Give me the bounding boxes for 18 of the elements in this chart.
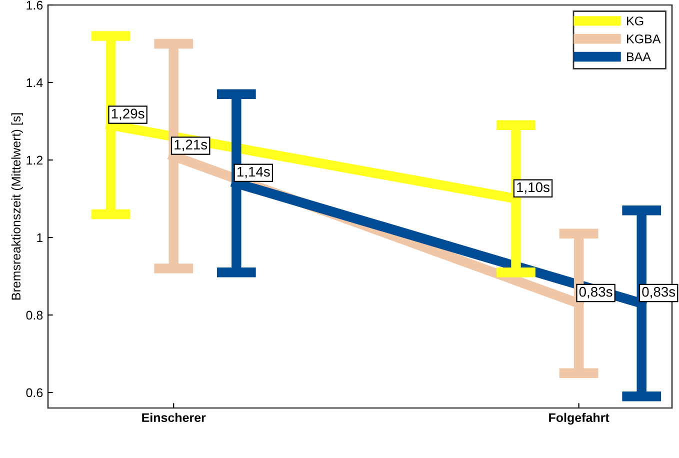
legend-label: KGBA bbox=[627, 34, 661, 44]
y-tick-label: 1.6 bbox=[26, 0, 43, 10]
data-label: 0,83s bbox=[579, 286, 612, 298]
y-axis-title: Bremsreaktionszeit (Mittelwert) [s] bbox=[11, 113, 23, 300]
x-tick-label: Folgefahrt bbox=[549, 412, 610, 425]
data-label: 1,29s bbox=[112, 108, 144, 120]
data-label: 0,83s bbox=[642, 286, 676, 298]
y-tick-label: 0.8 bbox=[26, 310, 43, 320]
legend-label: BAA bbox=[627, 52, 651, 62]
y-tick-label: 1.4 bbox=[26, 78, 43, 88]
y-tick-label: 0.6 bbox=[26, 388, 43, 398]
x-tick-label: Einscherer bbox=[142, 412, 206, 422]
data-label: 1,10s bbox=[517, 182, 550, 194]
data-label: 1,14s bbox=[237, 166, 270, 178]
y-tick-label: 1.2 bbox=[26, 156, 43, 165]
data-label: 1,21s bbox=[174, 140, 208, 152]
legend-label: KG bbox=[627, 16, 644, 26]
y-tick-label: 1 bbox=[37, 233, 43, 242]
